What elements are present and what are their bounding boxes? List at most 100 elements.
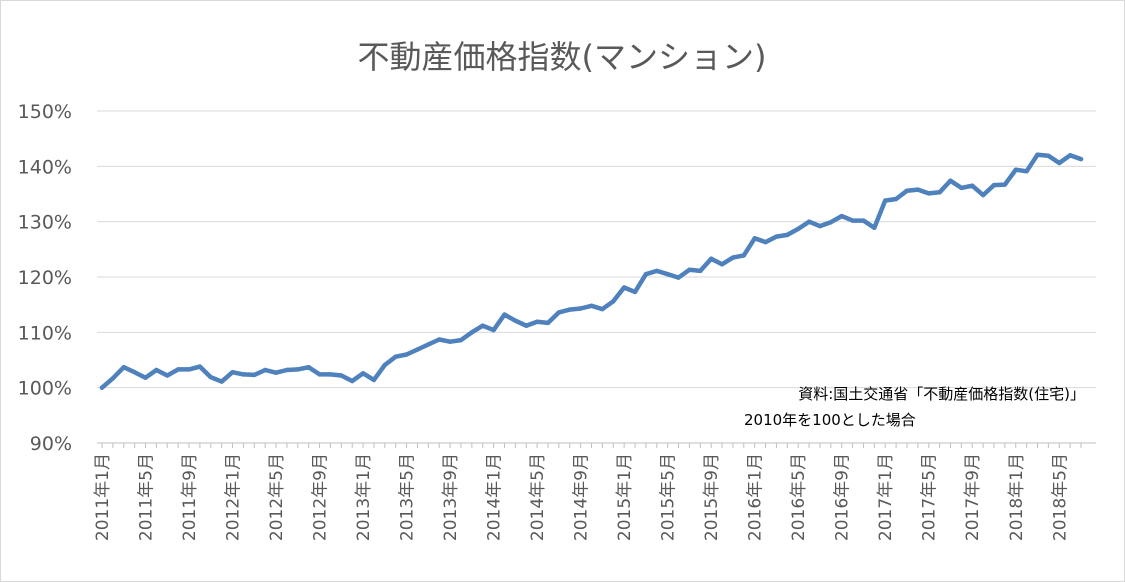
data-point xyxy=(328,372,333,377)
data-point xyxy=(556,310,562,315)
x-tick-label: 2011年9月 xyxy=(180,453,200,541)
data-point xyxy=(654,268,659,274)
y-tick-label: 100% xyxy=(18,378,72,400)
series-layer xyxy=(99,152,1084,390)
x-tick-label: 2014年9月 xyxy=(572,453,592,541)
data-point xyxy=(600,306,605,312)
data-point xyxy=(839,213,844,219)
x-axis xyxy=(97,442,1096,448)
data-point xyxy=(469,330,475,335)
data-point xyxy=(197,364,203,369)
data-point xyxy=(785,232,790,238)
y-tick-label: 120% xyxy=(18,267,72,289)
data-point xyxy=(980,192,986,198)
data-point xyxy=(687,267,692,272)
data-point xyxy=(284,367,290,373)
x-tick-label: 2015年1月 xyxy=(615,453,635,541)
data-point xyxy=(1078,156,1084,162)
data-point xyxy=(774,234,779,239)
data-point xyxy=(360,371,366,376)
data-point xyxy=(534,319,540,324)
x-tick-label: 2011年1月 xyxy=(93,453,113,541)
data-point xyxy=(817,223,823,229)
base-year-note: 2010年を100とした場合 xyxy=(744,411,916,429)
data-point xyxy=(458,337,464,343)
x-tick-label: 2017年1月 xyxy=(876,453,896,541)
data-point xyxy=(306,365,311,370)
data-point xyxy=(730,255,736,260)
data-point xyxy=(415,347,420,352)
data-point xyxy=(513,318,518,323)
data-point xyxy=(665,272,670,277)
data-point xyxy=(252,372,257,378)
x-tick-label: 2018年1月 xyxy=(1007,453,1027,541)
data-point xyxy=(752,236,757,241)
x-tick-label: 2017年9月 xyxy=(963,453,983,541)
data-point xyxy=(186,367,192,372)
x-tick-label: 2012年1月 xyxy=(224,453,244,541)
data-point xyxy=(872,225,877,230)
x-tick-label: 2014年1月 xyxy=(485,453,505,541)
gridlines xyxy=(97,110,1096,389)
x-tick-label: 2018年5月 xyxy=(1050,453,1070,541)
data-point xyxy=(545,320,551,326)
data-point xyxy=(393,354,398,359)
data-point xyxy=(970,183,975,188)
data-point xyxy=(491,327,496,333)
x-tick-label: 2015年9月 xyxy=(702,453,722,541)
data-point xyxy=(350,378,355,384)
data-point xyxy=(632,289,638,295)
data-point xyxy=(317,372,322,377)
data-point xyxy=(165,373,170,378)
data-point xyxy=(524,323,529,328)
y-tick-label: 140% xyxy=(18,156,72,178)
data-point xyxy=(643,272,649,277)
data-point xyxy=(99,385,105,390)
data-point xyxy=(1035,152,1040,157)
data-point xyxy=(110,376,116,381)
data-point xyxy=(382,362,387,368)
data-point xyxy=(437,337,442,342)
y-tick-label: 150% xyxy=(18,101,72,123)
data-point xyxy=(709,256,714,261)
data-point xyxy=(339,373,344,378)
data-point xyxy=(948,178,953,183)
x-tick-label: 2011年5月 xyxy=(137,453,157,541)
data-point xyxy=(208,375,213,380)
data-point xyxy=(926,191,931,196)
data-point xyxy=(861,218,866,223)
data-point xyxy=(567,307,572,312)
data-point xyxy=(741,253,746,258)
data-point xyxy=(143,375,148,380)
data-point xyxy=(241,372,246,377)
data-point xyxy=(121,365,127,370)
series-line xyxy=(99,152,1084,390)
data-point xyxy=(621,285,627,290)
x-tick-label: 2013年5月 xyxy=(398,453,418,541)
x-tick-label: 2012年5月 xyxy=(267,453,287,541)
data-point xyxy=(698,268,703,274)
x-tick-label: 2015年5月 xyxy=(659,453,679,541)
data-point xyxy=(850,218,855,223)
data-point xyxy=(719,262,725,267)
y-tick-label: 130% xyxy=(18,212,72,234)
data-point xyxy=(480,323,485,328)
data-point xyxy=(175,367,181,372)
data-point xyxy=(915,187,921,192)
data-point xyxy=(154,367,159,373)
data-point xyxy=(1002,182,1008,187)
data-point xyxy=(611,299,616,304)
data-point xyxy=(132,370,137,375)
data-point xyxy=(273,370,279,375)
data-point xyxy=(806,219,812,224)
chart-title: 不動産価格指数(マンション) xyxy=(358,38,767,76)
data-point xyxy=(447,339,453,344)
x-tick-label: 2012年9月 xyxy=(311,453,331,541)
data-point xyxy=(763,239,768,245)
data-point xyxy=(295,367,300,372)
x-tick-label: 2013年1月 xyxy=(354,453,374,541)
x-tick-label: 2016年9月 xyxy=(833,453,853,541)
data-point xyxy=(904,188,910,193)
